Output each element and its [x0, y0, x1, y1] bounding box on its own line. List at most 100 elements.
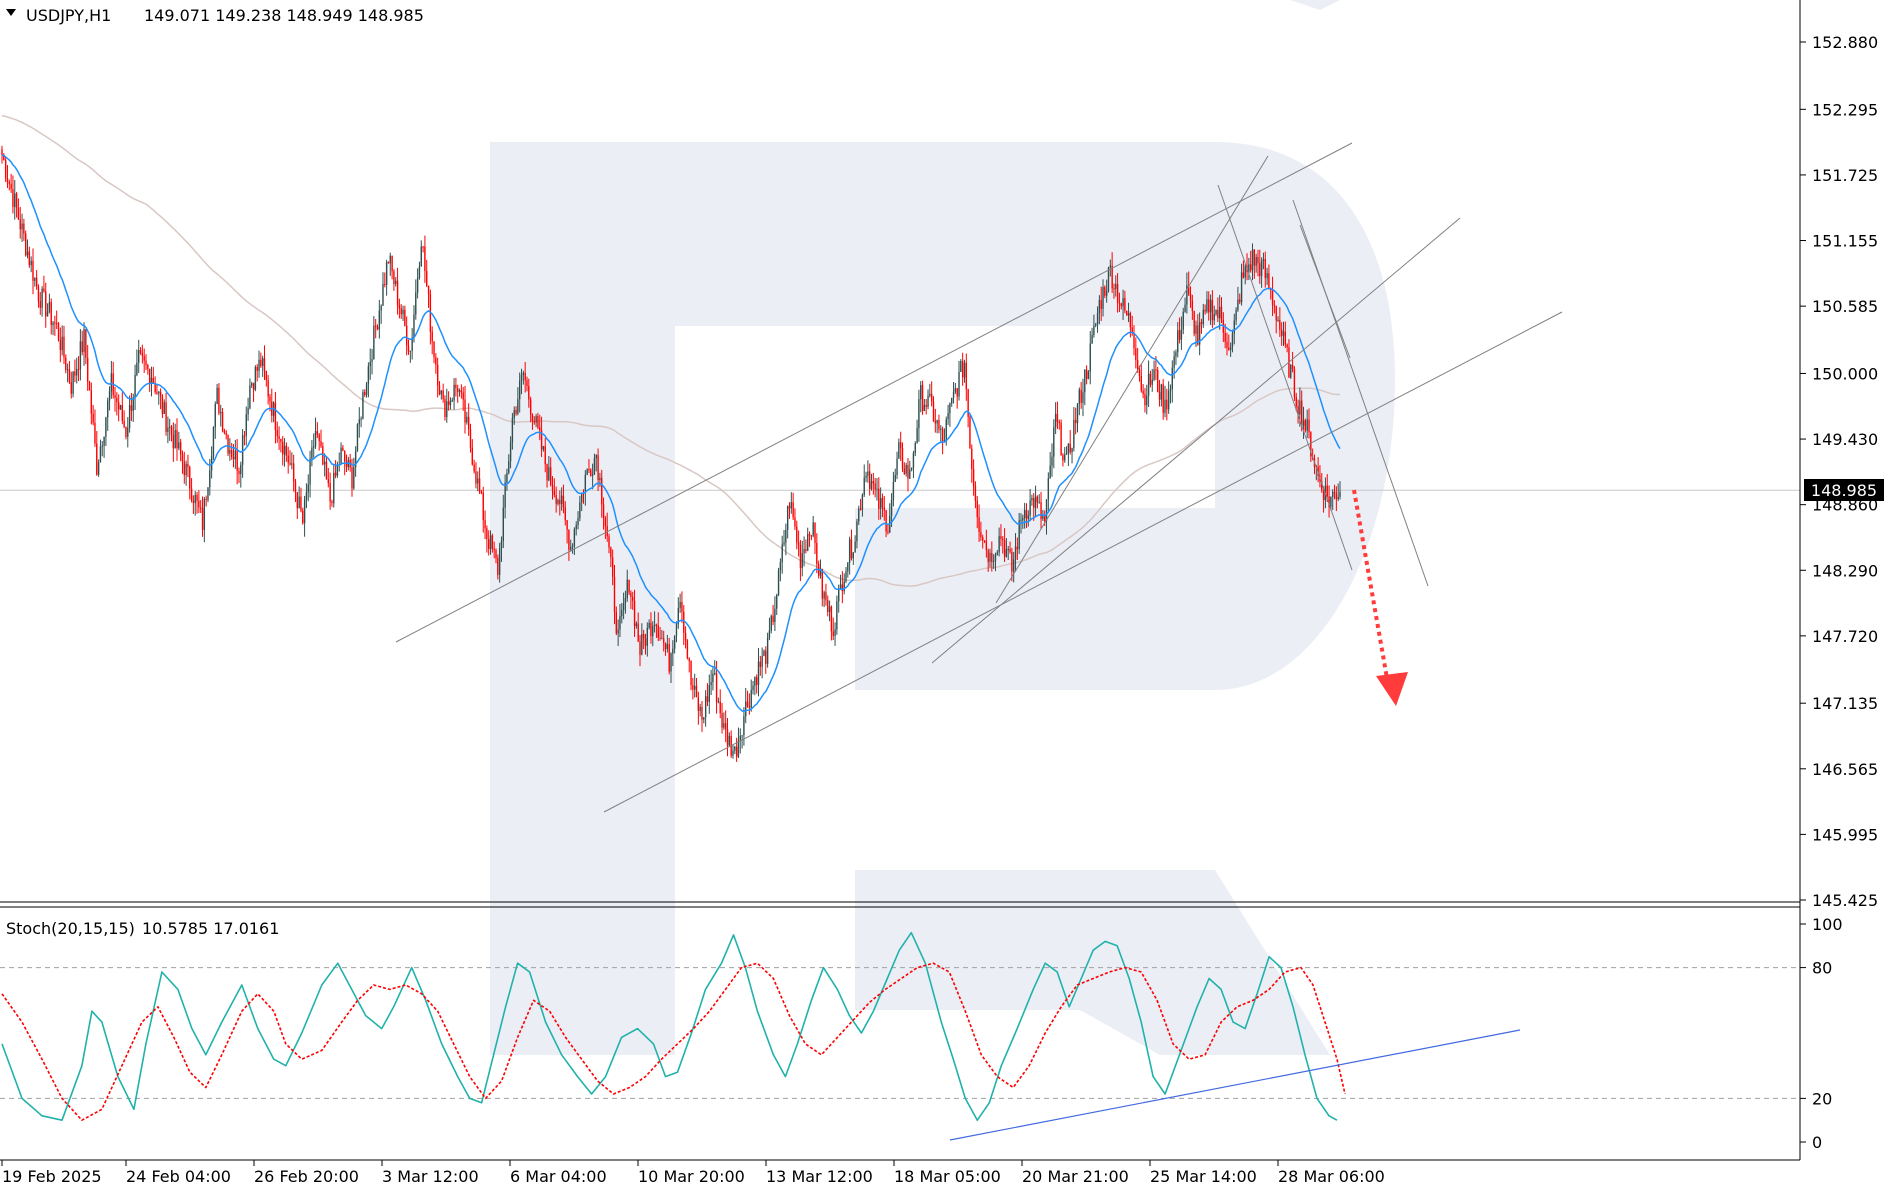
candle-body	[1262, 259, 1265, 261]
candle-body	[701, 706, 703, 720]
candle-body	[590, 469, 592, 476]
candle	[1290, 364, 1292, 379]
candle	[690, 660, 692, 691]
candle-body	[258, 359, 260, 371]
candle	[976, 495, 978, 529]
candle	[615, 606, 618, 636]
candle-body	[123, 420, 125, 427]
candle-body	[1056, 413, 1059, 422]
candle-body	[185, 463, 187, 476]
candle	[608, 533, 610, 554]
candle-body	[28, 251, 31, 266]
dropdown-triangle-icon[interactable]	[6, 9, 16, 16]
candle	[1007, 546, 1009, 560]
candle-body	[1293, 369, 1296, 397]
candle-body	[617, 629, 619, 634]
candle	[1036, 495, 1039, 509]
candle	[757, 647, 760, 697]
candle	[659, 626, 661, 641]
trendline	[931, 217, 1461, 664]
candle-body	[677, 607, 679, 625]
candle-body	[369, 361, 371, 367]
candle	[539, 414, 541, 441]
candle-body	[659, 637, 661, 639]
candle-body	[285, 445, 288, 456]
candle-body	[196, 494, 198, 501]
candle	[484, 510, 486, 540]
candle	[14, 180, 16, 220]
candle	[861, 493, 864, 517]
candle-body	[444, 399, 446, 418]
candle-body	[1166, 399, 1168, 410]
candle	[876, 478, 878, 501]
candle	[1124, 290, 1126, 314]
candle	[356, 423, 359, 452]
candle-body	[599, 477, 601, 481]
candle	[613, 564, 616, 625]
candle-body	[1290, 365, 1292, 378]
candle	[963, 359, 966, 383]
candle	[825, 583, 827, 606]
candle	[579, 495, 581, 522]
candle	[1073, 406, 1075, 452]
candle	[1058, 419, 1060, 430]
candle-body	[688, 658, 690, 661]
candle	[119, 404, 122, 410]
candle-body	[943, 440, 946, 442]
candle	[150, 366, 153, 397]
candle-body	[823, 592, 825, 599]
candle	[147, 363, 149, 375]
candle-body	[1100, 299, 1102, 309]
candle	[302, 507, 304, 525]
candle	[1109, 259, 1112, 277]
candle-body	[1202, 309, 1204, 324]
candle	[920, 381, 922, 413]
candle	[313, 433, 315, 458]
candle	[925, 398, 927, 415]
candle	[249, 378, 251, 410]
candle-body	[458, 390, 461, 392]
candle-body	[615, 612, 618, 634]
candle	[471, 439, 474, 466]
candle-body	[158, 391, 160, 394]
candle	[1047, 472, 1050, 511]
candle	[630, 590, 632, 609]
candle	[1049, 452, 1051, 479]
candle-body	[1264, 259, 1266, 279]
candle	[103, 436, 105, 458]
candle-body	[435, 357, 437, 365]
candle-body	[1240, 272, 1243, 303]
candle	[1018, 512, 1020, 554]
candle	[161, 394, 164, 418]
candle-body	[684, 632, 687, 641]
stoch-axis: 100 80 20 0	[1800, 915, 1843, 1152]
candle-body	[1127, 313, 1130, 316]
candle-body	[1253, 249, 1256, 266]
candle-body	[515, 410, 517, 414]
candle-body	[1242, 272, 1245, 278]
candle	[88, 380, 91, 391]
candle	[983, 540, 986, 544]
candle	[76, 357, 78, 384]
candle	[1107, 266, 1110, 293]
candle	[1025, 503, 1028, 529]
candle	[703, 716, 705, 724]
candle-body	[296, 492, 299, 509]
candle	[418, 261, 421, 280]
candle-body	[1231, 333, 1234, 347]
candle-body	[236, 450, 238, 471]
candle-body	[1107, 267, 1110, 291]
candle-body	[1301, 400, 1303, 426]
candle	[1208, 291, 1210, 321]
candle	[1100, 286, 1102, 321]
candle-body	[883, 507, 885, 511]
candle-body	[139, 350, 142, 353]
candle-body	[504, 482, 506, 508]
candle	[741, 735, 743, 749]
candle	[314, 417, 317, 449]
candle-body	[1023, 510, 1026, 518]
candle-body	[489, 535, 492, 549]
candle-body	[812, 522, 814, 536]
candle	[23, 218, 25, 241]
candle-body	[1182, 311, 1184, 330]
